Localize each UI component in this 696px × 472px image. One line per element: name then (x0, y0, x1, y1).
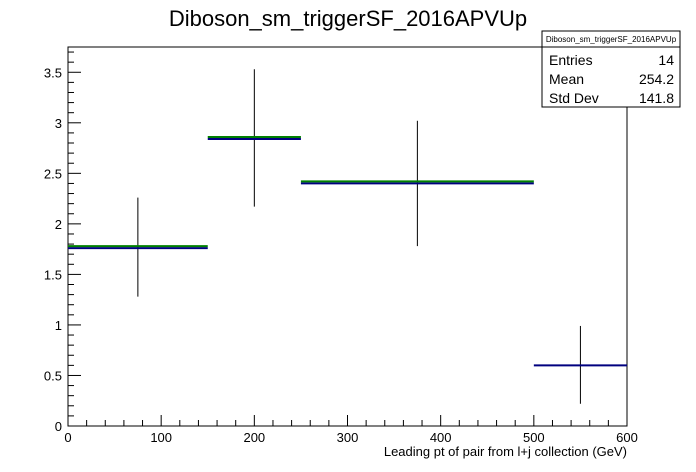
stats-box-rows: Entries 14 Mean 254.2 Std Dev 141.8 (549, 52, 674, 106)
stats-value: 141.8 (639, 90, 674, 106)
stats-box-title: Diboson_sm_triggerSF_2016APVUp (546, 35, 677, 44)
histogram-bin (207, 69, 301, 207)
chart-title: Diboson_sm_triggerSF_2016APVUp (169, 6, 527, 31)
stats-box-frame (541, 30, 681, 108)
x-tick-label: 200 (243, 430, 265, 445)
stats-box: Diboson_sm_triggerSF_2016APVUp Entries 14… (541, 30, 681, 108)
x-tick-label: 0 (64, 430, 71, 445)
x-axis: 0 100 200 300 400 500 600 (64, 415, 638, 445)
histogram-bins (68, 69, 627, 404)
x-tick-label: 500 (523, 430, 545, 445)
stats-value: 254.2 (639, 71, 674, 87)
y-tick-label: 0 (55, 419, 62, 434)
y-tick-label: 0.5 (44, 368, 62, 383)
stats-label: Mean (549, 71, 584, 87)
histogram-bin (68, 197, 208, 297)
x-tick-label: 400 (430, 430, 452, 445)
x-axis-label: Leading pt of pair from l+j collection (… (384, 444, 627, 459)
y-tick-label: 2 (55, 217, 62, 232)
histogram-bin (300, 120, 534, 247)
x-tick-label: 300 (337, 430, 359, 445)
stats-label: Entries (549, 52, 593, 68)
y-tick-label: 3 (55, 116, 62, 131)
y-tick-label: 1 (55, 318, 62, 333)
y-axis: 0 0.5 1 1.5 2 2.5 3 3.5 (44, 51, 81, 434)
x-tick-label: 100 (150, 430, 172, 445)
stats-value: 14 (658, 52, 674, 68)
stats-label: Std Dev (549, 90, 599, 106)
y-tick-label: 2.5 (44, 166, 62, 181)
x-tick-label: 600 (616, 430, 638, 445)
y-tick-label: 3.5 (44, 65, 62, 80)
histogram-bin (533, 325, 627, 404)
y-tick-label: 1.5 (44, 267, 62, 282)
